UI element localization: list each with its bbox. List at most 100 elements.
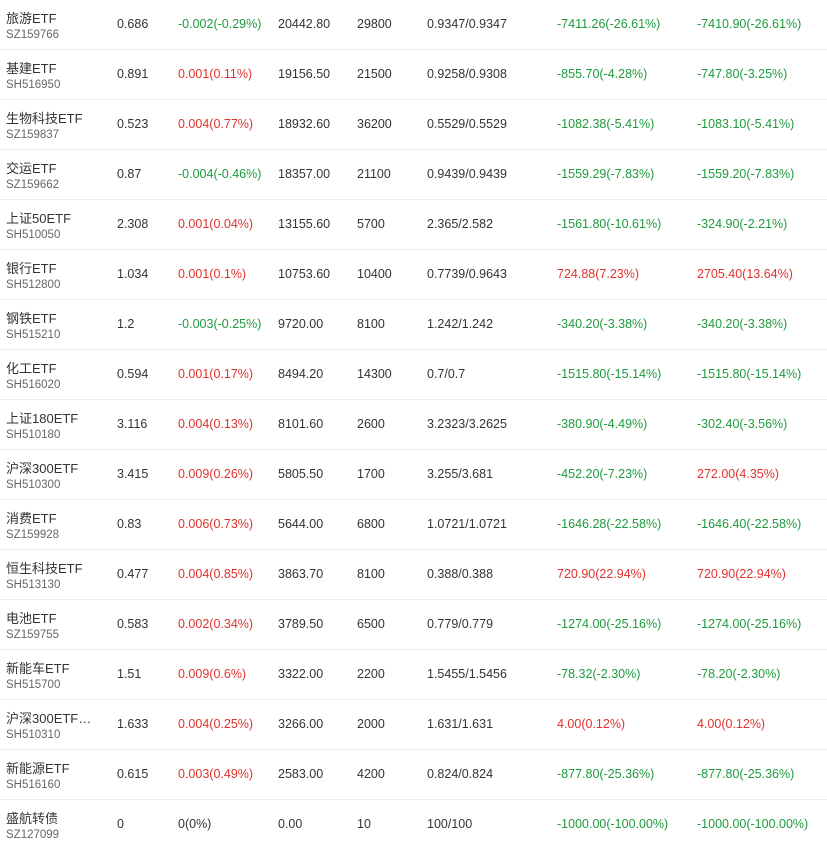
- position-profit-loss: -1561.80(-10.61%): [557, 217, 662, 231]
- holding-name-cell[interactable]: 上证180ETF SH510180: [6, 400, 106, 449]
- price-change: 0.009(0.26%): [178, 467, 254, 481]
- holding-name[interactable]: 钢铁ETF: [6, 311, 57, 326]
- holding-row[interactable]: 沪深300ETF SH510300 3.415 0.009(0.26%) 580…: [0, 450, 827, 500]
- price-change: 0.001(0.04%): [178, 217, 254, 231]
- position-profit-loss: -1082.38(-5.41%): [557, 117, 655, 131]
- holding-name[interactable]: 生物科技ETF: [6, 111, 83, 126]
- total-profit-loss: -340.20(-3.38%): [697, 317, 788, 331]
- total-profit-loss: -1515.80(-15.14%): [697, 367, 802, 381]
- current-price: 0: [117, 817, 124, 831]
- holding-name[interactable]: 沪深300ETF…: [6, 711, 92, 726]
- holding-row[interactable]: 盛航转债 SZ127099 0 0(0%) 0.00 10 100/100 -1…: [0, 800, 827, 849]
- holding-quantity: 8100: [357, 317, 385, 331]
- holding-code: SH516020: [6, 379, 61, 391]
- holding-code: SZ159837: [6, 129, 60, 141]
- holding-name-cell[interactable]: 沪深300ETF… SH510310: [6, 700, 106, 749]
- position-profit-loss: -1515.80(-15.14%): [557, 367, 662, 381]
- holding-code: SH510310: [6, 729, 61, 741]
- holding-name[interactable]: 旅游ETF: [6, 11, 57, 26]
- holding-name-cell[interactable]: 旅游ETF SZ159766: [6, 0, 106, 49]
- holding-name[interactable]: 盛航转债: [6, 811, 59, 826]
- holding-row[interactable]: 上证50ETF SH510050 2.308 0.001(0.04%) 1315…: [0, 200, 827, 250]
- holding-name-cell[interactable]: 银行ETF SH512800: [6, 250, 106, 299]
- holding-name[interactable]: 新能源ETF: [6, 761, 70, 776]
- holding-name[interactable]: 电池ETF: [6, 611, 57, 626]
- market-value: 9720.00: [278, 317, 324, 331]
- holding-quantity: 21100: [357, 167, 391, 181]
- holding-name[interactable]: 上证180ETF: [6, 411, 79, 426]
- holding-row[interactable]: 基建ETF SH516950 0.891 0.001(0.11%) 19156.…: [0, 50, 827, 100]
- cost-price: 0.7/0.7: [427, 367, 466, 381]
- holding-row[interactable]: 电池ETF SZ159755 0.583 0.002(0.34%) 3789.5…: [0, 600, 827, 650]
- holding-row[interactable]: 上证180ETF SH510180 3.116 0.004(0.13%) 810…: [0, 400, 827, 450]
- holding-quantity: 6500: [357, 617, 385, 631]
- holding-name-cell[interactable]: 上证50ETF SH510050: [6, 200, 106, 249]
- holding-name[interactable]: 基建ETF: [6, 61, 57, 76]
- cost-price: 3.2323/3.2625: [427, 417, 507, 431]
- cost-price: 0.388/0.388: [427, 567, 494, 581]
- holding-name[interactable]: 上证50ETF: [6, 211, 72, 226]
- price-change: 0.004(0.25%): [178, 717, 254, 731]
- total-profit-loss: 2705.40(13.64%): [697, 267, 793, 281]
- market-value: 2583.00: [278, 767, 324, 781]
- holding-name-cell[interactable]: 盛航转债 SZ127099: [6, 800, 106, 849]
- market-value: 3322.00: [278, 667, 324, 681]
- holding-row[interactable]: 新能车ETF SH515700 1.51 0.009(0.6%) 3322.00…: [0, 650, 827, 700]
- holding-row[interactable]: 交运ETF SZ159662 0.87 -0.004(-0.46%) 18357…: [0, 150, 827, 200]
- holding-name[interactable]: 化工ETF: [6, 361, 57, 376]
- holding-row[interactable]: 新能源ETF SH516160 0.615 0.003(0.49%) 2583.…: [0, 750, 827, 800]
- market-value: 3266.00: [278, 717, 324, 731]
- holding-row[interactable]: 沪深300ETF… SH510310 1.633 0.004(0.25%) 32…: [0, 700, 827, 750]
- holding-name-cell[interactable]: 化工ETF SH516020: [6, 350, 106, 399]
- holding-row[interactable]: 银行ETF SH512800 1.034 0.001(0.1%) 10753.6…: [0, 250, 827, 300]
- holding-name-cell[interactable]: 恒生科技ETF SH513130: [6, 550, 106, 599]
- market-value: 18357.00: [278, 167, 331, 181]
- holding-name-cell[interactable]: 新能源ETF SH516160: [6, 750, 106, 799]
- price-change: 0.009(0.6%): [178, 667, 247, 681]
- market-value: 0.00: [278, 817, 303, 831]
- holding-code: SH515700: [6, 679, 61, 691]
- holding-code: SH516160: [6, 779, 61, 791]
- holding-name-cell[interactable]: 新能车ETF SH515700: [6, 650, 106, 699]
- holding-row[interactable]: 旅游ETF SZ159766 0.686 -0.002(-0.29%) 2044…: [0, 0, 827, 50]
- holding-row[interactable]: 恒生科技ETF SH513130 0.477 0.004(0.85%) 3863…: [0, 550, 827, 600]
- position-profit-loss: -1274.00(-25.16%): [557, 617, 662, 631]
- holding-name-cell[interactable]: 钢铁ETF SH515210: [6, 300, 106, 349]
- holding-quantity: 29800: [357, 17, 392, 31]
- price-change: 0.004(0.77%): [178, 117, 254, 131]
- holding-name[interactable]: 沪深300ETF: [6, 461, 79, 476]
- holding-row[interactable]: 生物科技ETF SZ159837 0.523 0.004(0.77%) 1893…: [0, 100, 827, 150]
- market-value: 8101.60: [278, 417, 324, 431]
- holding-quantity: 6800: [357, 517, 385, 531]
- position-profit-loss: -78.32(-2.30%): [557, 667, 641, 681]
- holding-row[interactable]: 钢铁ETF SH515210 1.2 -0.003(-0.25%) 9720.0…: [0, 300, 827, 350]
- position-profit-loss: -380.90(-4.49%): [557, 417, 648, 431]
- holding-name-cell[interactable]: 电池ETF SZ159755: [6, 600, 106, 649]
- current-price: 0.87: [117, 167, 142, 181]
- market-value: 5644.00: [278, 517, 324, 531]
- holding-row[interactable]: 消费ETF SZ159928 0.83 0.006(0.73%) 5644.00…: [0, 500, 827, 550]
- position-profit-loss: 720.90(22.94%): [557, 567, 646, 581]
- cost-price: 2.365/2.582: [427, 217, 494, 231]
- price-change: 0.001(0.11%): [178, 67, 253, 81]
- holding-name[interactable]: 交运ETF: [6, 161, 57, 176]
- current-price: 3.116: [117, 417, 148, 431]
- holding-code: SH512800: [6, 279, 61, 291]
- holding-name[interactable]: 银行ETF: [6, 261, 57, 276]
- cost-price: 0.779/0.779: [427, 617, 494, 631]
- holding-name-cell[interactable]: 生物科技ETF SZ159837: [6, 100, 106, 149]
- holding-name[interactable]: 消费ETF: [6, 511, 57, 526]
- holding-code: SZ159662: [6, 179, 60, 191]
- holding-code: SZ159928: [6, 529, 60, 541]
- holding-name-cell[interactable]: 沪深300ETF SH510300: [6, 450, 106, 499]
- holding-name-cell[interactable]: 交运ETF SZ159662: [6, 150, 106, 199]
- holding-name-cell[interactable]: 消费ETF SZ159928: [6, 500, 106, 549]
- holding-name[interactable]: 新能车ETF: [6, 661, 70, 676]
- holding-row[interactable]: 化工ETF SH516020 0.594 0.001(0.17%) 8494.2…: [0, 350, 827, 400]
- holding-code: SZ127099: [6, 829, 60, 841]
- holding-code: SH510300: [6, 479, 61, 491]
- holding-name-cell[interactable]: 基建ETF SH516950: [6, 50, 106, 99]
- holding-name[interactable]: 恒生科技ETF: [6, 561, 83, 576]
- holding-code: SH510180: [6, 429, 61, 441]
